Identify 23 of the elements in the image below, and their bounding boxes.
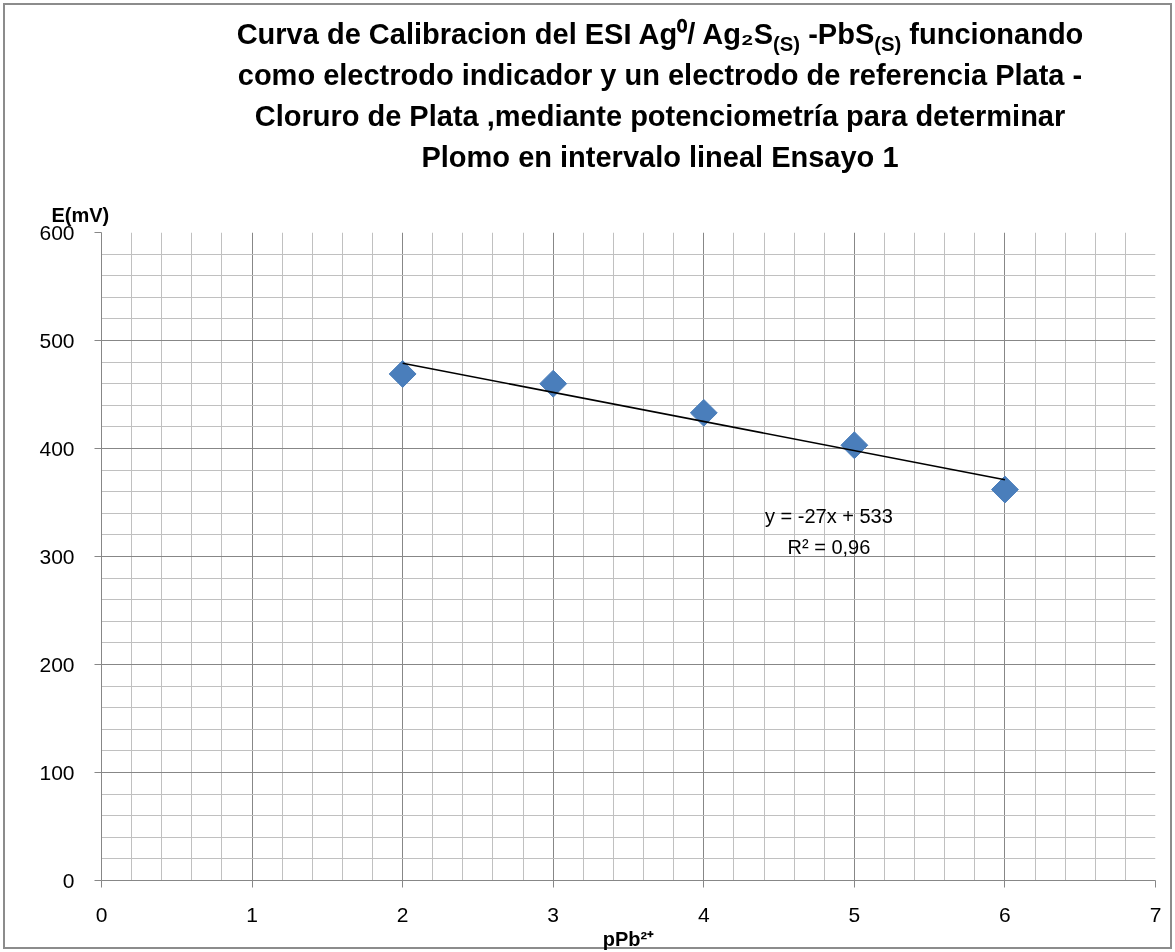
- x-tick-label: 7: [1149, 902, 1162, 926]
- y-tick-label: 500: [39, 328, 75, 352]
- point: [388, 360, 417, 388]
- point: [840, 431, 869, 460]
- y-tick-label: 300: [39, 544, 75, 568]
- annotation: y = -27x + 533: [765, 504, 893, 527]
- x-tick-label: 6: [999, 902, 1011, 926]
- x-axis-title: pPb²⁺: [602, 927, 655, 950]
- point: [539, 369, 568, 398]
- y-tick-label: 200: [39, 652, 75, 676]
- x-tick-label: 5: [848, 902, 861, 926]
- chart-title: Curva de Calibracion del ESI Ag⁰/ Ag₂S$_{(S)}$ -PbS$_{(S)}$ funcionando como electrodo indicador y un electrodo de referencia Plata - Cloruro de Plata ,mediante potenciometría para determinar Plomo en intervalo lineal Ensayo 1: [235, 17, 1085, 175]
- x-tick-label: 3: [547, 902, 560, 926]
- x-tick-label: 1: [246, 902, 258, 926]
- x-tick-label: 4: [697, 902, 710, 926]
- y-tick-label: 400: [39, 436, 75, 460]
- x-tick-label: 2: [396, 902, 409, 926]
- x-tick-label: 0: [95, 902, 108, 926]
- point: [689, 398, 718, 427]
- point: [990, 475, 1019, 504]
- annotation: R² = 0,96: [787, 535, 871, 558]
- y-tick-label: 100: [39, 760, 75, 784]
- y-tick-label: 0: [62, 868, 75, 892]
